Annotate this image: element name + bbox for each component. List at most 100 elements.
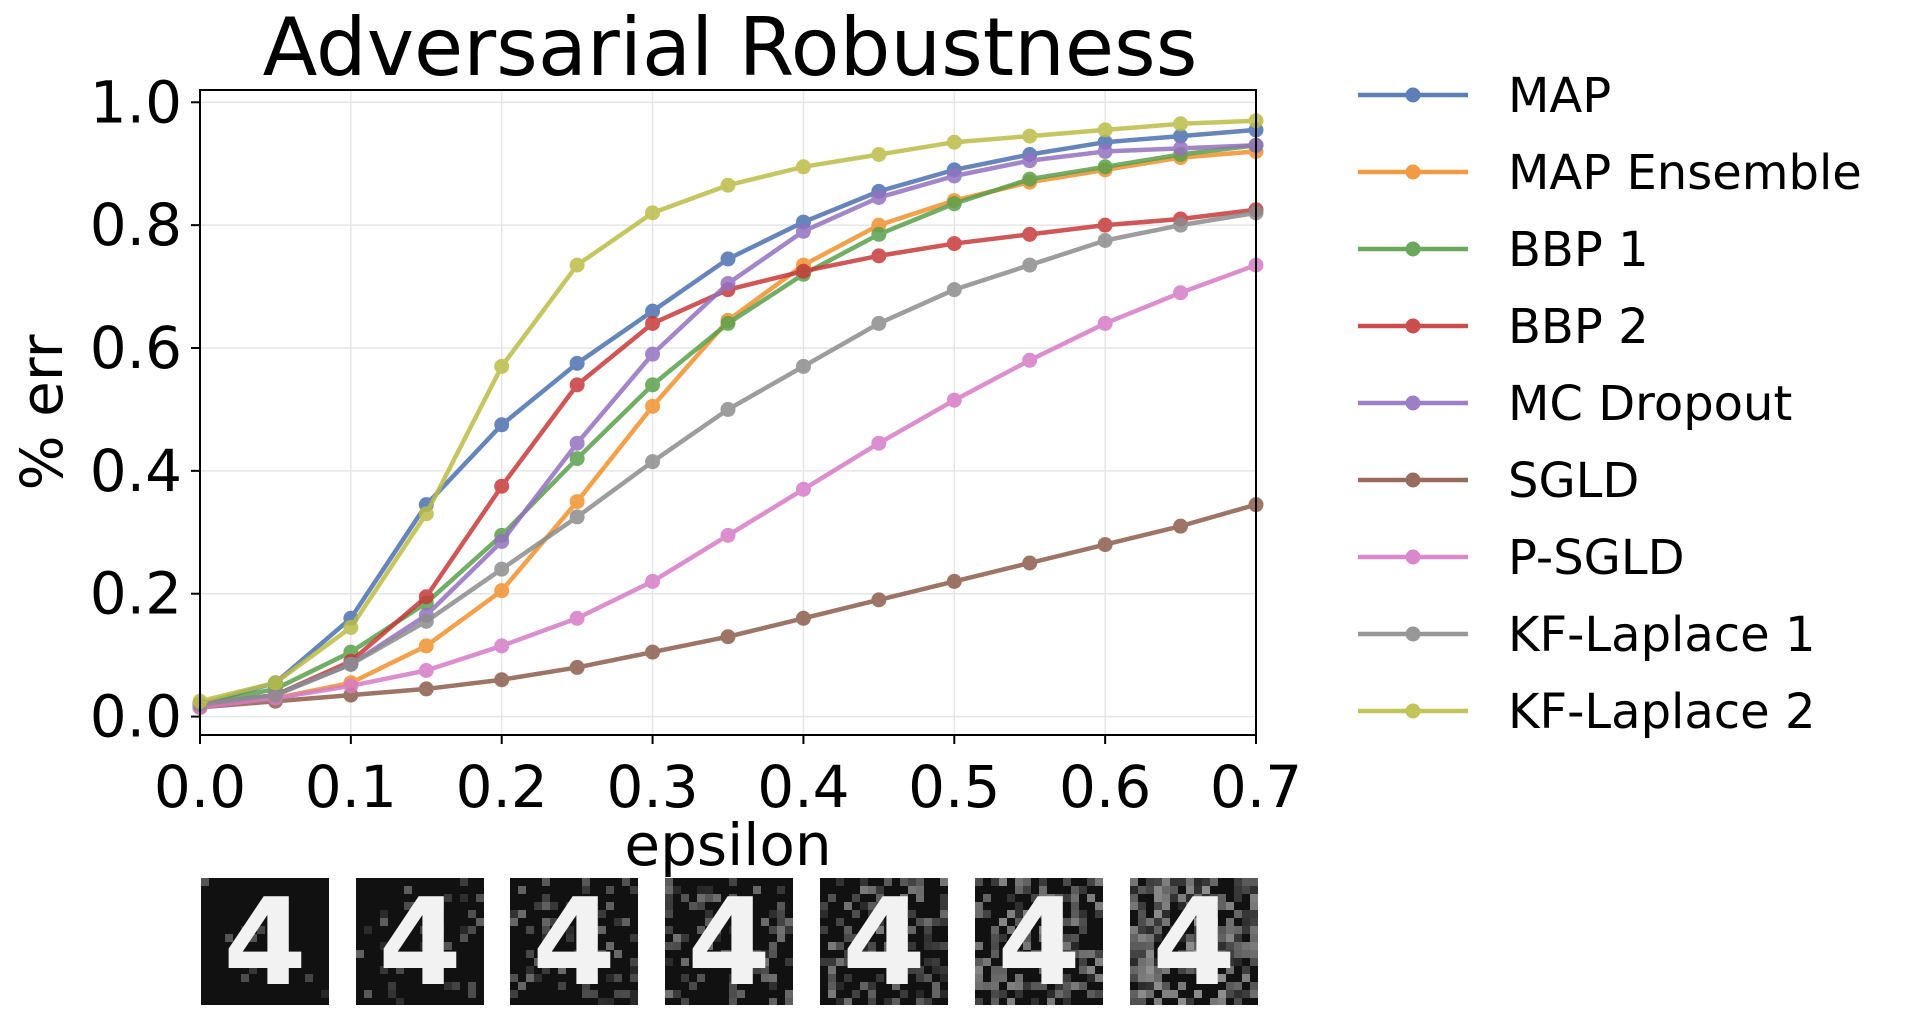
noise-pixel <box>844 950 852 958</box>
data-point <box>946 196 962 212</box>
noise-pixel <box>1146 934 1154 942</box>
noise-pixel <box>1226 918 1234 926</box>
noise-pixel <box>673 990 681 998</box>
noise-pixel <box>420 942 428 950</box>
noise-pixel <box>940 918 948 926</box>
data-point <box>418 663 434 678</box>
noise-pixel <box>1202 894 1210 902</box>
noise-pixel <box>1023 982 1031 990</box>
noise-pixel <box>900 950 908 958</box>
noise-pixel <box>983 894 991 902</box>
noise-pixel <box>1023 926 1031 934</box>
data-point <box>343 620 359 635</box>
noise-pixel <box>1194 950 1202 958</box>
legend-swatch-marker <box>1405 395 1421 411</box>
legend-swatch-marker <box>1405 626 1421 642</box>
data-point <box>569 377 585 393</box>
noise-pixel <box>1039 894 1047 902</box>
noise-pixel <box>681 998 689 1005</box>
noise-pixel <box>1170 894 1178 902</box>
noise-pixel <box>1226 942 1234 950</box>
data-point <box>569 257 585 273</box>
noise-pixel <box>249 966 257 974</box>
noise-pixel <box>1218 998 1226 1005</box>
noise-pixel <box>1063 990 1071 998</box>
noise-pixel <box>1047 894 1055 902</box>
noise-pixel <box>436 926 444 934</box>
noise-pixel <box>598 950 606 958</box>
noise-pixel <box>1250 886 1258 894</box>
noise-pixel <box>983 910 991 918</box>
noise-pixel <box>769 950 777 958</box>
noise-pixel <box>1130 878 1138 886</box>
noise-pixel <box>468 910 476 918</box>
data-point <box>645 398 661 414</box>
noise-pixel <box>665 886 673 894</box>
noise-pixel <box>975 878 983 886</box>
noise-pixel <box>1186 894 1194 902</box>
noise-pixel <box>630 886 638 894</box>
noise-pixel <box>1047 942 1055 950</box>
noise-pixel <box>614 918 622 926</box>
noise-pixel <box>1130 958 1138 966</box>
data-point <box>946 236 962 252</box>
noise-pixel <box>1250 958 1258 966</box>
data-point <box>494 583 510 599</box>
noise-pixel <box>1154 934 1162 942</box>
noise-pixel <box>606 902 614 910</box>
data-point <box>1097 233 1113 248</box>
noise-pixel <box>1170 926 1178 934</box>
noise-pixel <box>697 894 705 902</box>
noise-pixel <box>1178 982 1186 990</box>
noise-pixel <box>991 934 999 942</box>
noise-pixel <box>1138 942 1146 950</box>
noise-pixel <box>510 910 518 918</box>
noise-pixel <box>828 982 836 990</box>
noise-pixel <box>1130 926 1138 934</box>
noise-pixel <box>1194 990 1202 998</box>
noise-pixel <box>892 926 900 934</box>
noise-pixel <box>1250 982 1258 990</box>
legend-label: KF-Laplace 1 <box>1508 607 1816 663</box>
digit-glyph: 4 <box>1152 874 1236 1013</box>
noise-pixel <box>1154 894 1162 902</box>
noise-pixel <box>697 926 705 934</box>
data-point <box>946 282 962 298</box>
noise-pixel <box>1234 910 1242 918</box>
noise-pixel <box>542 902 550 910</box>
noise-pixel <box>1047 990 1055 998</box>
noise-pixel <box>1154 974 1162 982</box>
data-point <box>494 534 510 549</box>
noise-pixel <box>1194 966 1202 974</box>
noise-pixel <box>526 950 534 958</box>
noise-pixel <box>550 902 558 910</box>
data-point <box>1097 143 1113 159</box>
noise-pixel <box>1226 982 1234 990</box>
noise-pixel <box>820 910 828 918</box>
noise-pixel <box>705 910 713 918</box>
y-tick-label: 0.2 <box>90 560 182 628</box>
noise-pixel <box>566 934 574 942</box>
noise-pixel <box>1202 910 1210 918</box>
noise-pixel <box>241 974 249 982</box>
data-point <box>645 377 661 393</box>
data-point <box>1022 153 1038 169</box>
noise-pixel <box>1178 998 1186 1005</box>
noise-pixel <box>1055 894 1063 902</box>
noise-pixel <box>630 958 638 966</box>
noise-pixel <box>1210 950 1218 958</box>
noise-pixel <box>1218 902 1226 910</box>
noise-pixel <box>1063 942 1071 950</box>
data-point <box>946 134 962 150</box>
data-point <box>1173 140 1189 156</box>
noise-pixel <box>1007 982 1015 990</box>
noise-pixel <box>1242 926 1250 934</box>
noise-pixel <box>1031 894 1039 902</box>
noise-pixel <box>1154 926 1162 934</box>
data-point <box>494 417 510 433</box>
noise-pixel <box>916 974 924 982</box>
noise-pixel <box>924 998 932 1005</box>
noise-pixel <box>1063 878 1071 886</box>
data-point <box>795 223 811 239</box>
